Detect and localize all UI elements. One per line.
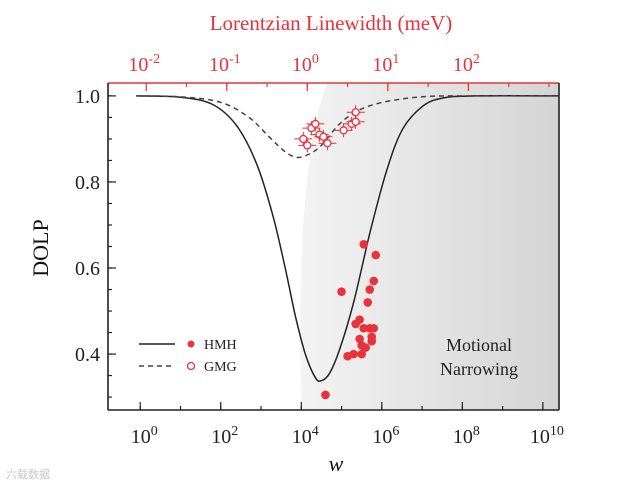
gmg-point (323, 139, 332, 148)
x-axis-title: w (329, 451, 344, 476)
top-tick-label: 10-1 (209, 52, 241, 76)
gmg-point (303, 141, 312, 150)
legend-gmg-label: GMG (204, 360, 237, 375)
bottom-ticks: 100 102 104 106 108 1010 (131, 402, 564, 448)
top-tick-label: 100 (292, 52, 319, 76)
top-tick-label: 10-2 (128, 52, 160, 76)
x-tick-label: 108 (453, 424, 480, 448)
hmh-point (363, 298, 373, 307)
hmh-point (321, 390, 330, 400)
hmh-point (367, 336, 377, 346)
gmg-point (339, 126, 348, 135)
x-tick-label: 104 (292, 424, 319, 448)
top-tick-label: 102 (453, 52, 480, 76)
hmh-point (371, 250, 381, 260)
hmh-point (337, 287, 346, 296)
annotation-narrowing: Narrowing (440, 359, 518, 379)
left-ticks: 0.4 0.6 0.8 1.0 (75, 86, 116, 398)
hmh-point (365, 285, 375, 294)
hmh-point (355, 315, 364, 324)
hmh-point (357, 349, 366, 359)
legend-hmh-label: HMH (204, 338, 237, 353)
y-tick-label: 0.4 (75, 344, 100, 366)
gmg-points (294, 105, 365, 153)
y-axis-title: DOLP (28, 219, 53, 276)
legend-hmh-marker (187, 340, 195, 348)
hmh-point (369, 276, 379, 286)
motional-narrowing-region (300, 83, 559, 410)
top-axis-title: Lorentzian Linewidth (meV) (210, 11, 453, 35)
gmg-point (311, 119, 320, 129)
x-tick-label: 106 (372, 424, 399, 448)
hmh-point (349, 349, 358, 359)
top-tick-label: 101 (372, 52, 399, 76)
gmg-point (351, 117, 360, 126)
y-tick-label: 0.6 (75, 258, 100, 280)
watermark: 六载数据 (6, 468, 50, 481)
x-tick-label: 100 (131, 424, 158, 448)
top-ticks: 10-2 10-1 100 101 102 (128, 52, 550, 91)
hmh-point (359, 323, 369, 333)
annotation-motional: Motional (446, 335, 512, 355)
gmg-point (351, 108, 360, 117)
hmh-point (355, 334, 364, 344)
legend: HMH GMG (139, 338, 237, 375)
y-tick-label: 1.0 (75, 86, 100, 108)
hmh-points (321, 240, 381, 400)
x-tick-label: 1010 (530, 424, 564, 448)
hmh-curve (136, 94, 559, 383)
y-tick-label: 0.8 (75, 172, 100, 194)
gmg-curve (136, 95, 559, 159)
hmh-point (369, 323, 379, 333)
hmh-point (359, 240, 369, 249)
legend-gmg-marker (186, 361, 196, 371)
gmg-point (299, 134, 308, 144)
x-tick-label: 102 (211, 424, 238, 448)
hmh-point (361, 343, 371, 352)
gmg-point (319, 132, 328, 141)
